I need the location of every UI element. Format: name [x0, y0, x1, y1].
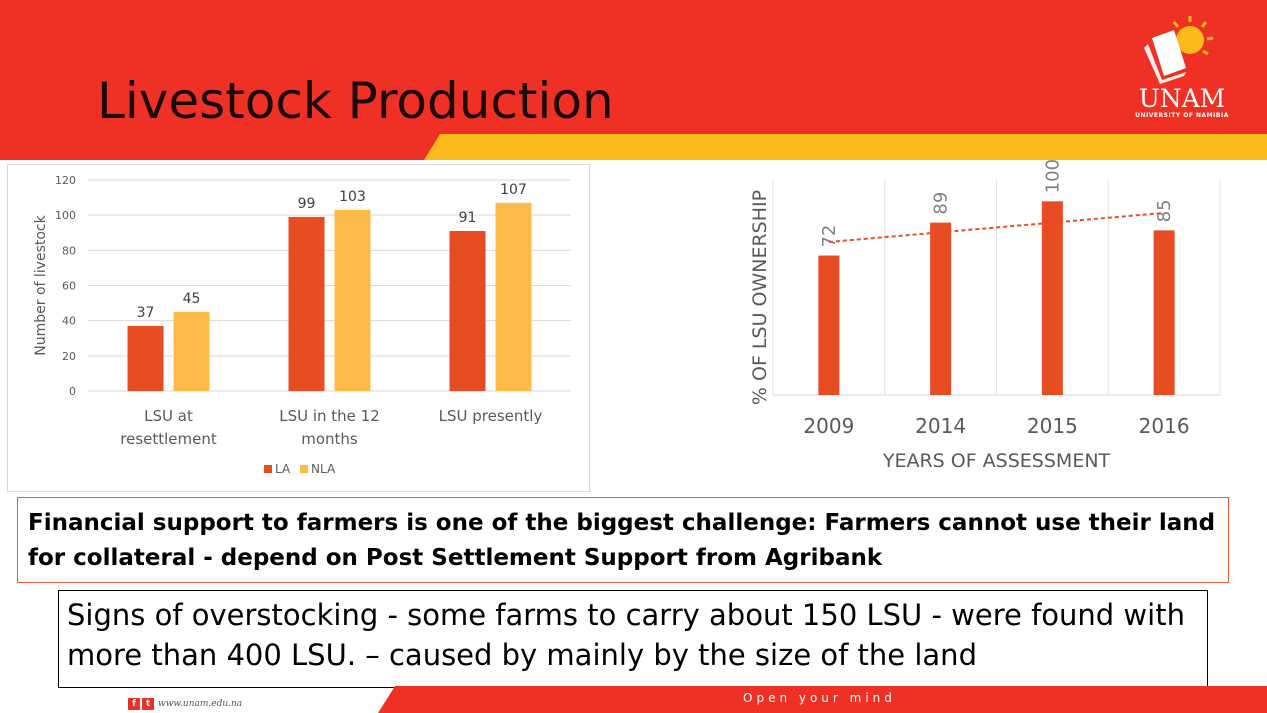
data-label: 103 — [339, 189, 366, 205]
x-tick-label: LSU presently — [439, 407, 543, 425]
data-label: 37 — [137, 305, 155, 321]
legend-label-la: LA — [275, 462, 291, 476]
bar-la — [127, 325, 164, 391]
x-tick-label: 2016 — [1139, 414, 1190, 438]
data-label: 72 — [819, 225, 840, 248]
logo-name: UNAM — [1138, 84, 1226, 113]
sun-icon — [1172, 16, 1214, 56]
y-tick-label: 60 — [62, 280, 76, 293]
y-tick-label: 0 — [69, 385, 76, 398]
x-tick-label: 2015 — [1027, 414, 1078, 438]
overstocking-text: Signs of overstocking - some farms to ca… — [67, 598, 1185, 672]
x-tick-label: LSU at — [144, 407, 193, 425]
y-axis-title: Number of livestock — [33, 214, 49, 355]
data-label: 99 — [298, 196, 316, 212]
financial-support-callout: Financial support to farmers is one of t… — [17, 497, 1229, 583]
footer-social: f t www.unam.edu.na — [128, 693, 242, 712]
y-tick-label: 20 — [62, 350, 76, 363]
y-tick-label: 80 — [62, 244, 76, 257]
facebook-icon[interactable]: f — [128, 697, 140, 710]
x-tick-label: resettlement — [120, 430, 217, 448]
x-tick-label: 2009 — [803, 414, 854, 438]
bar-nla — [173, 311, 210, 391]
logo-subtitle: UNIVERSITY OF NAMIBIA — [1135, 112, 1229, 119]
page-title: Livestock Production — [97, 72, 614, 130]
data-label: 89 — [931, 192, 952, 215]
bar-ownership — [1153, 230, 1175, 395]
livestock-bar-chart: 0 20 40 60 80 100 120 Number of livestock 37 45 LS… — [7, 164, 590, 492]
bar-ownership — [1041, 201, 1063, 395]
data-label: 45 — [183, 291, 201, 307]
bar-ownership — [818, 255, 840, 395]
book-icon — [1144, 30, 1186, 84]
financial-support-text: Financial support to farmers is one of t… — [28, 510, 1216, 571]
footer-bar — [378, 686, 1267, 713]
data-label: 100 — [1042, 159, 1063, 193]
legend-swatch-nla — [300, 465, 308, 473]
bar-ownership — [930, 222, 952, 395]
x-axis-title: YEARS OF ASSESSMENT — [882, 450, 1111, 472]
trendline — [828, 211, 1165, 243]
y-tick-label: 100 — [55, 209, 76, 222]
overstocking-callout: Signs of overstocking - some farms to ca… — [58, 590, 1208, 688]
twitter-icon[interactable]: t — [142, 697, 154, 710]
bar-la — [288, 216, 325, 391]
bar-nla — [495, 202, 532, 391]
footer-slogan: Open your mind — [743, 691, 896, 705]
bar-la — [449, 230, 486, 391]
data-label: 91 — [459, 210, 477, 226]
data-label: 107 — [500, 182, 527, 198]
bar-nla — [334, 209, 371, 391]
header-banner — [0, 0, 1267, 160]
x-tick-label: LSU in the 12 — [279, 407, 380, 425]
x-tick-label: months — [301, 430, 358, 448]
unam-logo — [1144, 16, 1214, 84]
y-axis-title: % OF LSU OWNERSHIP — [749, 190, 771, 405]
y-tick-label: 120 — [55, 174, 76, 187]
livestock-chart-svg: 0 20 40 60 80 100 120 Number of livestock 37 45 LS… — [33, 174, 571, 476]
x-tick-label: 2014 — [915, 414, 966, 438]
footer-url[interactable]: www.unam.edu.na — [158, 698, 243, 709]
legend-label-nla: NLA — [311, 462, 336, 476]
legend-swatch-la — [264, 465, 272, 473]
y-tick-label: 40 — [62, 315, 76, 328]
data-label: 85 — [1154, 199, 1175, 222]
